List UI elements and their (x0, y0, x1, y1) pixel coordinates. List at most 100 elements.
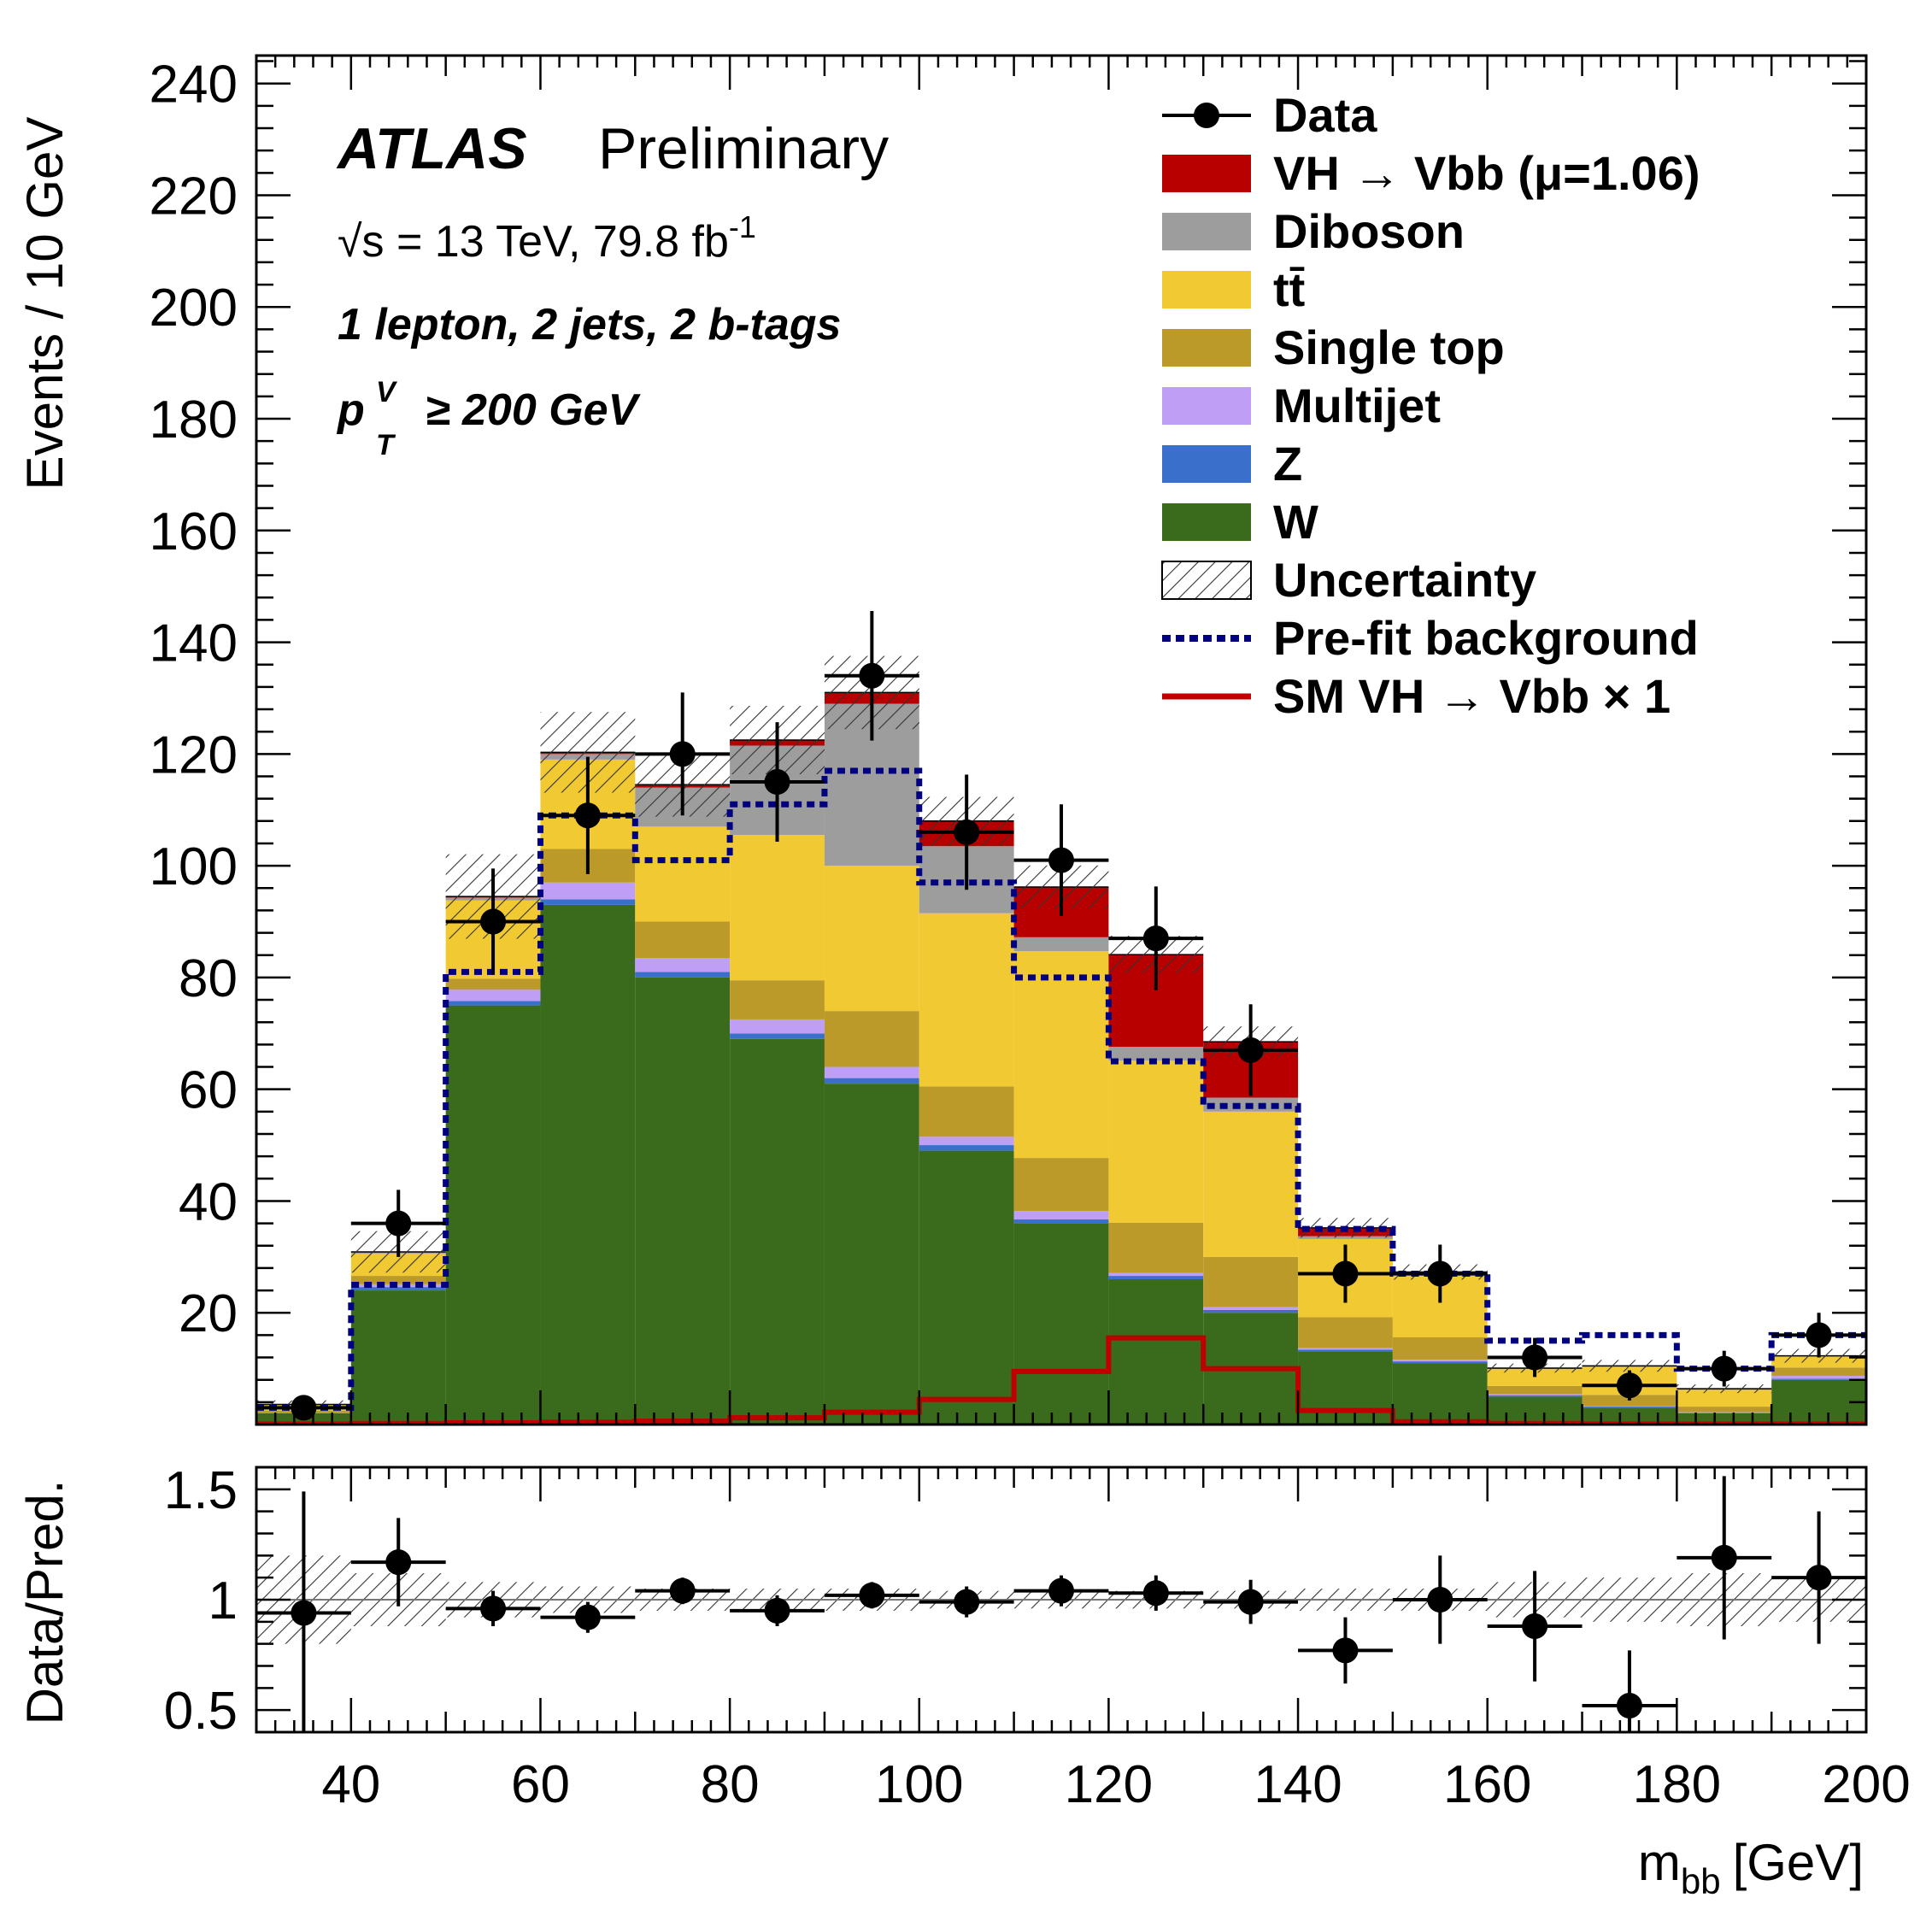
bar-multijet (1203, 1307, 1299, 1310)
legend-label: W (1273, 495, 1318, 549)
data-marker (954, 819, 980, 845)
y-tick-label: 120 (150, 726, 238, 784)
y-tick-label: 200 (150, 279, 238, 338)
annotation-block: ATLAS Preliminary √s = 13 TeV, 79.8 fb-1… (336, 116, 889, 461)
bar-single-top (1771, 1367, 1866, 1377)
bar-w (350, 1290, 446, 1425)
bar-w (1298, 1351, 1393, 1425)
ratio-point (1771, 1511, 1866, 1644)
bar-multijet (350, 1284, 446, 1288)
x-tick-label: 80 (701, 1755, 760, 1814)
legend-label: Single top (1273, 320, 1505, 374)
ratio-marker (859, 1582, 885, 1608)
legend-label: Multijet (1273, 379, 1441, 432)
bar-z (540, 899, 636, 905)
y-tick-label: 140 (150, 614, 238, 673)
ratio-marker (1142, 1580, 1169, 1607)
data-marker (1427, 1260, 1453, 1287)
bar-multijet (1392, 1360, 1488, 1362)
legend-entry-tt: tt̄ (1162, 262, 1305, 316)
data-marker (669, 741, 696, 767)
bar-single-top (1487, 1385, 1583, 1395)
bar-multijet (919, 1137, 1014, 1146)
data-point (919, 774, 1014, 890)
data-point (1298, 1244, 1393, 1303)
bar-tt (1203, 1111, 1299, 1257)
bar-z (730, 1033, 825, 1039)
status-label: Preliminary (598, 116, 889, 181)
data-point (445, 868, 541, 975)
x-tick-label: 140 (1254, 1755, 1342, 1814)
ratio-point (540, 1601, 636, 1633)
ratio-marker (574, 1604, 601, 1630)
legend-entry-smvh: SM VH → Vbb × 1 (1162, 669, 1671, 723)
bar-single-top (445, 978, 541, 990)
bar-z (1487, 1395, 1583, 1397)
ratio-marker (1522, 1613, 1548, 1639)
data-point (824, 610, 919, 741)
data-point (1203, 1004, 1299, 1096)
bar-z (1203, 1309, 1299, 1313)
bar-z (824, 1078, 919, 1084)
ratio-point (445, 1590, 541, 1626)
ratio-point (256, 1491, 351, 1732)
bar-single-top (919, 1086, 1014, 1137)
region-label: 1 lepton, 2 jets, 2 b-tags (338, 300, 841, 350)
ratio-marker (1048, 1577, 1074, 1604)
ratio-marker (480, 1595, 507, 1622)
legend-label: Diboson (1273, 204, 1465, 258)
ratio-marker (291, 1600, 317, 1626)
bar-single-top (824, 1011, 919, 1067)
ratio-y-tick-label: 0.5 (164, 1682, 238, 1741)
legend-entry-z: Z (1162, 437, 1302, 491)
data-point (1487, 1337, 1583, 1378)
legend-entry-data: Data (1162, 88, 1377, 142)
bar-diboson (1108, 1046, 1204, 1061)
bar-z (1013, 1219, 1109, 1224)
x-tick-label: 180 (1633, 1755, 1721, 1814)
bar-z (1108, 1276, 1204, 1279)
y-tick-label: 220 (150, 167, 238, 226)
data-marker (385, 1210, 412, 1237)
data-point (635, 692, 731, 816)
bar-z (350, 1287, 446, 1291)
legend-entry-multijet: Multijet (1162, 379, 1441, 432)
data-point (1771, 1313, 1866, 1358)
y-tick-label: 40 (179, 1172, 238, 1231)
bar-z (445, 1001, 541, 1006)
ratio-marker (954, 1589, 980, 1615)
legend-label: tt̄ (1273, 262, 1305, 316)
legend-swatch (1162, 329, 1251, 367)
ratio-marker (1237, 1589, 1264, 1615)
bar-single-top (1392, 1336, 1488, 1360)
bar-w (1487, 1396, 1583, 1425)
ratio-point (919, 1586, 1014, 1618)
bar-single-top (1298, 1317, 1393, 1348)
data-marker (1048, 847, 1074, 873)
legend-entry-prefit: Pre-fit background (1162, 611, 1699, 665)
data-marker (291, 1395, 317, 1421)
data-marker (1616, 1372, 1642, 1399)
ratio-point (1108, 1575, 1204, 1611)
prefit-background-line (256, 767, 1866, 1411)
bar-tt (1487, 1369, 1583, 1386)
legend-swatch (1162, 445, 1251, 483)
bar-w (635, 977, 731, 1425)
ratio-point (1013, 1575, 1109, 1607)
data-marker (1332, 1260, 1359, 1287)
bar-w (1108, 1278, 1204, 1425)
ratio-panel (256, 1476, 1866, 1732)
data-marker (574, 802, 601, 829)
bar-single-top (635, 921, 731, 959)
data-marker (859, 662, 885, 689)
x-tick-label: 60 (511, 1755, 570, 1814)
bar-multijet (445, 990, 541, 1002)
data-point (1582, 1370, 1677, 1401)
data-point (350, 1190, 446, 1257)
data-marker (1806, 1322, 1832, 1348)
main-panel (256, 610, 1866, 1425)
bar-z (635, 972, 731, 978)
data-marker (764, 769, 790, 796)
bar-w (730, 1038, 825, 1425)
energy-lumi-label: √s = 13 TeV, 79.8 fb-1 (338, 209, 756, 267)
